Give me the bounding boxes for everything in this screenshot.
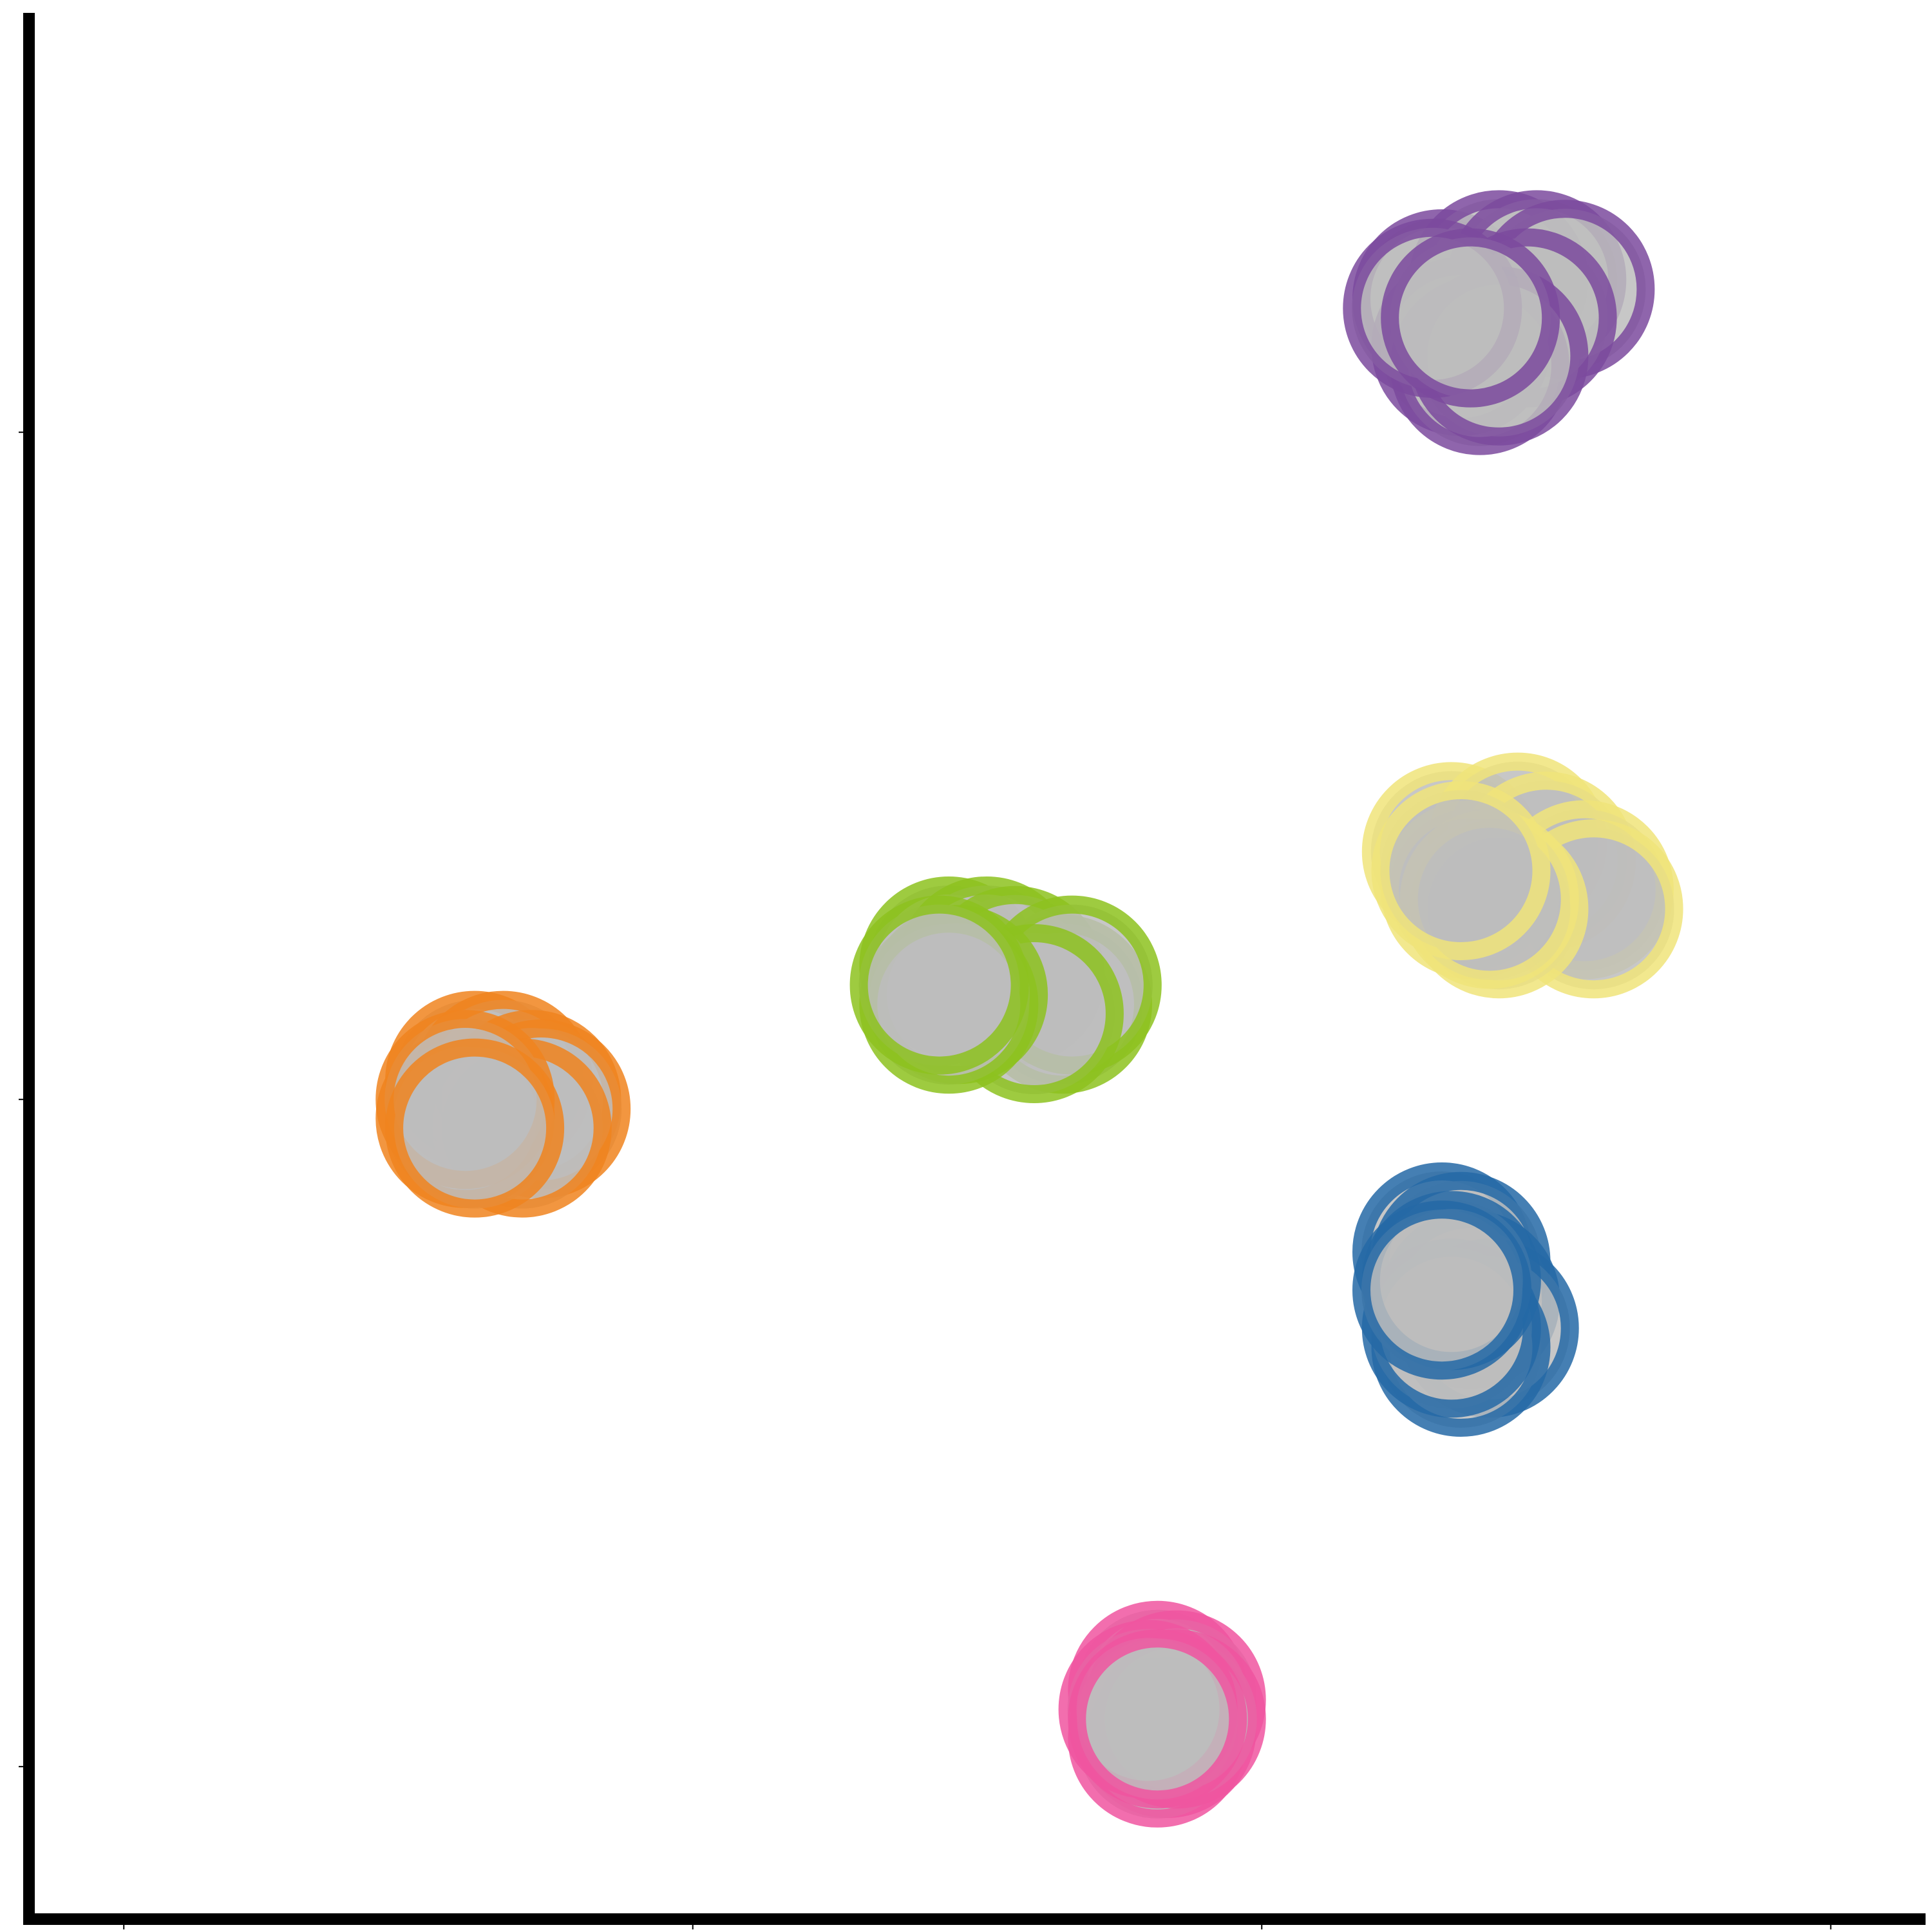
series-5 (1058, 1600, 1266, 1828)
series-3 (375, 990, 631, 1218)
data-point (849, 895, 1029, 1075)
series-4 (1352, 1162, 1579, 1437)
data-point (1068, 1629, 1247, 1809)
series-1 (1361, 752, 1683, 999)
data-point (1381, 228, 1560, 408)
data-point (385, 1038, 565, 1218)
series-0 (1343, 190, 1655, 455)
series-2 (849, 876, 1162, 1103)
data-point (1371, 781, 1551, 960)
data-point (1352, 1200, 1531, 1380)
marker-layer (375, 190, 1683, 1828)
